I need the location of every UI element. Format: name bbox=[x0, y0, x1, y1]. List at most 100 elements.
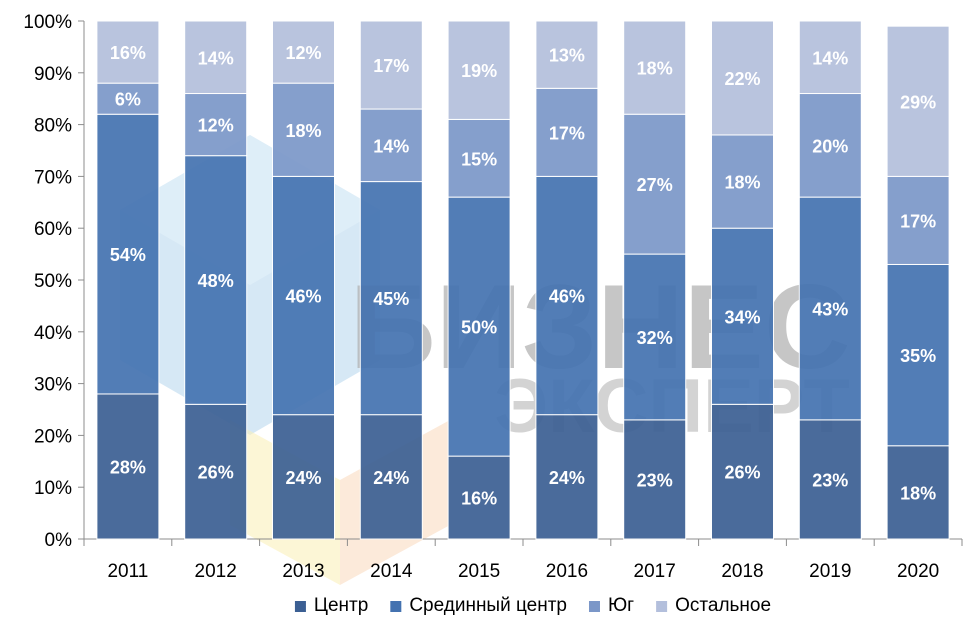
bar-segment bbox=[886, 445, 950, 540]
legend-label: Юг bbox=[608, 595, 634, 616]
data-label: 54% bbox=[110, 245, 146, 265]
bar-segment bbox=[447, 118, 511, 198]
data-label: 24% bbox=[285, 468, 321, 488]
bar-segment bbox=[535, 87, 599, 177]
x-tick-label: 2013 bbox=[282, 561, 324, 582]
data-label: 14% bbox=[812, 48, 848, 68]
data-label: 14% bbox=[198, 48, 234, 68]
legend-label: Срединный центр bbox=[409, 595, 567, 616]
bar-segment bbox=[184, 403, 248, 540]
data-label: 48% bbox=[198, 271, 234, 291]
bar-segment bbox=[272, 82, 335, 177]
bar-segment bbox=[798, 419, 862, 540]
y-tick-label: 100% bbox=[23, 12, 72, 33]
data-label: 17% bbox=[549, 123, 585, 143]
legend-swatch bbox=[656, 601, 668, 612]
bar-segment bbox=[623, 253, 687, 421]
data-label: 50% bbox=[461, 318, 497, 338]
data-label: 27% bbox=[637, 175, 673, 195]
bar-segment bbox=[798, 20, 862, 95]
x-tick-label: 2015 bbox=[458, 561, 500, 582]
data-label: 13% bbox=[549, 46, 585, 66]
bar-segment bbox=[711, 134, 774, 229]
data-label: 24% bbox=[373, 468, 409, 488]
bar-segment bbox=[798, 93, 862, 198]
x-tick-label: 2019 bbox=[809, 561, 851, 582]
bar-segment bbox=[886, 263, 950, 447]
x-tick-label: 2011 bbox=[107, 561, 148, 582]
data-label: 22% bbox=[724, 69, 760, 89]
data-label: 18% bbox=[285, 121, 321, 141]
data-label: 20% bbox=[812, 136, 848, 156]
data-labels: 28% 54% 6% 16% 26% 48% 12% 14% 24% 46% 18% 12% 24% 45… bbox=[110, 43, 936, 508]
data-label: 23% bbox=[812, 470, 848, 490]
bar-segment bbox=[623, 20, 687, 115]
legend-swatch bbox=[294, 601, 306, 612]
bar-segment bbox=[886, 175, 950, 265]
bar-segment bbox=[359, 414, 423, 540]
data-label: 16% bbox=[461, 489, 497, 509]
bar-segment bbox=[886, 25, 950, 177]
legend-label: Остальное bbox=[675, 595, 771, 616]
data-label: 16% bbox=[110, 43, 146, 63]
data-label: 17% bbox=[900, 211, 936, 231]
x-tick-label: 2016 bbox=[546, 561, 588, 582]
bar-segment bbox=[711, 403, 774, 540]
bar-segment bbox=[184, 155, 248, 405]
legend: Центр Срединный центр Юг Остальное bbox=[294, 595, 771, 616]
bar-segment bbox=[711, 20, 774, 136]
data-label: 46% bbox=[549, 287, 585, 307]
bar-segment bbox=[184, 93, 248, 157]
y-tick-label: 10% bbox=[34, 478, 72, 499]
data-label: 18% bbox=[900, 483, 936, 503]
bar-segment bbox=[184, 20, 248, 95]
y-tick-label: 80% bbox=[34, 116, 72, 137]
data-label: 23% bbox=[637, 470, 673, 490]
x-tick-label: 2012 bbox=[195, 561, 237, 582]
bar-segment bbox=[535, 20, 599, 89]
bar-segment bbox=[359, 20, 423, 110]
bar-segment bbox=[798, 196, 862, 421]
data-label: 35% bbox=[900, 346, 936, 366]
bar-segment bbox=[447, 20, 511, 120]
bar-segment bbox=[272, 175, 335, 416]
bar-segment bbox=[96, 113, 160, 395]
bar-segment bbox=[711, 227, 774, 405]
x-tick-label: 2020 bbox=[897, 561, 939, 582]
data-label: 12% bbox=[285, 43, 321, 63]
data-label: 19% bbox=[461, 61, 497, 81]
bar-segment bbox=[623, 113, 687, 255]
data-label: 34% bbox=[724, 307, 760, 327]
legend-swatch bbox=[588, 601, 600, 612]
data-label: 46% bbox=[285, 287, 321, 307]
bar-segment bbox=[359, 181, 423, 416]
y-tick-label: 50% bbox=[34, 271, 72, 292]
y-tick-label: 0% bbox=[45, 530, 73, 551]
data-label: 12% bbox=[198, 116, 234, 136]
data-label: 15% bbox=[461, 149, 497, 169]
x-tick-label: 2014 bbox=[370, 561, 413, 582]
x-tick-label: 2018 bbox=[721, 561, 763, 582]
data-label: 26% bbox=[198, 463, 234, 483]
bar-segment bbox=[96, 393, 160, 540]
data-label: 24% bbox=[549, 468, 585, 488]
bar-segment bbox=[272, 414, 335, 540]
y-tick-label: 70% bbox=[34, 167, 72, 188]
data-label: 17% bbox=[373, 56, 409, 76]
data-label: 28% bbox=[110, 457, 146, 477]
legend-swatch bbox=[390, 601, 402, 612]
data-label: 29% bbox=[900, 92, 936, 112]
data-label: 43% bbox=[812, 299, 848, 319]
bar-segment bbox=[623, 419, 687, 540]
bar-segment bbox=[359, 108, 423, 183]
data-label: 18% bbox=[637, 59, 673, 79]
data-label: 18% bbox=[724, 173, 760, 193]
bars bbox=[96, 20, 950, 540]
data-label: 14% bbox=[373, 136, 409, 156]
bar-segment bbox=[96, 20, 160, 84]
y-tick-label: 90% bbox=[34, 64, 72, 85]
data-label: 32% bbox=[637, 328, 673, 348]
data-label: 45% bbox=[373, 289, 409, 309]
